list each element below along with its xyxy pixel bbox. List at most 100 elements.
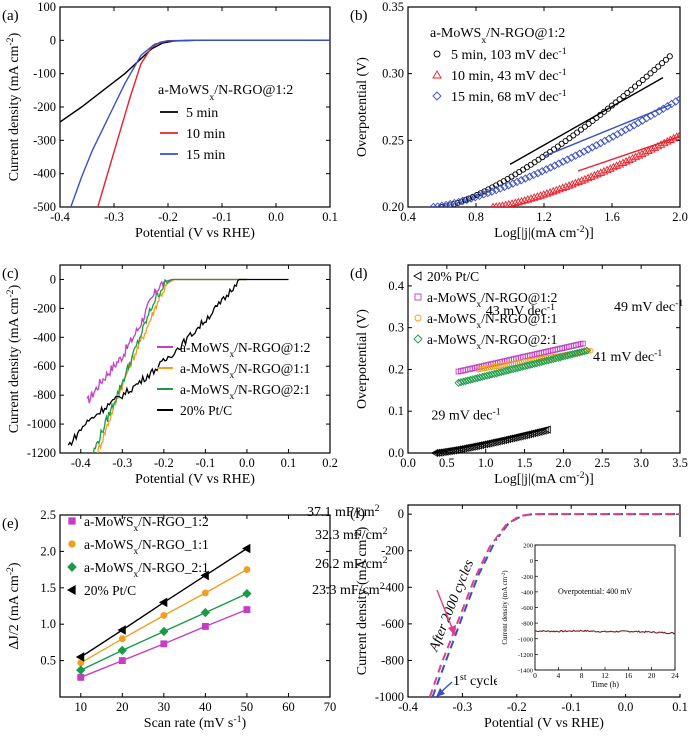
data-point — [579, 147, 589, 156]
annotation-arrow — [436, 589, 453, 629]
x-tick-label: 2.0 — [672, 210, 688, 224]
text-run: Potential (V vs RHE) — [135, 472, 255, 487]
data-point — [513, 197, 523, 206]
inset-y-tick-label: 0 — [530, 558, 533, 565]
data-point — [542, 356, 551, 365]
data-point — [563, 351, 572, 360]
data-point — [662, 56, 669, 63]
text-run: )] — [585, 226, 594, 241]
superscript: -1 — [233, 714, 241, 725]
data-point — [501, 366, 511, 375]
data-point — [516, 363, 525, 372]
data-point — [575, 149, 584, 158]
legend-entry: a-MoWSx/N-RGO_1:1 — [84, 537, 209, 557]
x-tick-label: 2.0 — [556, 456, 572, 470]
x-tick-label: 0.0 — [400, 456, 416, 470]
inset-x-tick-label: 12 — [601, 671, 609, 680]
data-point — [547, 355, 556, 364]
x-tick-label: 0.1 — [281, 456, 297, 470]
series-line — [67, 278, 289, 447]
tafel-label: 41 mV dec-1 — [593, 348, 662, 366]
legend-entry: 15 min, 68 mV dec-1 — [451, 88, 567, 106]
text-run: ) — [355, 526, 370, 531]
data-point — [429, 202, 438, 207]
data-point — [631, 152, 641, 161]
legend-entry: 5 min, 103 mV dec-1 — [451, 46, 567, 64]
y-axis-label: Overpotential (V) — [355, 57, 370, 157]
subscript: x — [477, 321, 482, 331]
y-tick-label: 0.25 — [382, 133, 404, 147]
superscript: 2 — [380, 581, 385, 592]
series-line-10-min — [97, 39, 330, 207]
inset-y-tick-label: -1200 — [518, 652, 533, 659]
panel-d-axes: 0.0 0.5 1.0 1.5 2.0 2.5 3.0 3.5 0.4 0.3 0.2 0.1 0.0 L… — [350, 264, 688, 488]
superscript: -2 — [502, 572, 507, 577]
y-tick-label: 0.4 — [388, 279, 404, 293]
data-point — [604, 105, 612, 112]
x-tick-label: 0.0 — [239, 456, 255, 470]
data-point — [552, 185, 561, 194]
inset-y-tick-label: -1400 — [518, 668, 533, 675]
data-point — [530, 359, 539, 368]
x-tick-label: 0.5 — [439, 456, 455, 470]
legend-marker — [413, 271, 422, 281]
data-point — [625, 123, 635, 132]
inset-y-tick-label: -800 — [521, 621, 533, 628]
text-run: /N-RGO@1:1 — [481, 311, 557, 326]
data-point — [511, 364, 520, 373]
superscript: -2 — [5, 37, 16, 45]
data-point — [571, 178, 580, 187]
data-point — [612, 161, 621, 169]
x-axis-label: Potential (V vs RHE) — [135, 226, 255, 241]
subscript: x — [134, 547, 139, 557]
arrowhead — [448, 625, 456, 636]
x-axis-label: Log[|j|(mA cm-2)] — [494, 470, 594, 488]
data-point — [500, 362, 506, 369]
panel-e-axes: 10 20 30 40 50 60 70 2.5 2.0 1.5 1.0 0.5 Scan rate (… — [2, 508, 336, 731]
data-point — [468, 375, 477, 384]
data-point — [542, 189, 552, 197]
x-tick-label: -0.2 — [154, 456, 174, 470]
data-point — [117, 645, 127, 656]
subscript: x — [230, 350, 235, 360]
data-point — [537, 167, 547, 176]
y-tick-label: 0.35 — [382, 0, 404, 14]
plot-frame — [59, 514, 331, 698]
text-run: a-MoWS — [427, 290, 477, 305]
capacitance-label: 32.3 mF/cm2 — [315, 526, 388, 544]
data-point — [628, 154, 637, 162]
data-point — [566, 350, 575, 359]
data-point — [512, 171, 519, 178]
data-point — [585, 120, 592, 127]
panel-f-series — [428, 513, 680, 698]
legend-marker — [432, 70, 442, 79]
data-point — [568, 350, 577, 359]
x-tick-label: -0.3 — [453, 700, 473, 714]
data-point — [566, 135, 573, 142]
superscript: -2 — [576, 470, 584, 481]
data-point — [459, 377, 468, 386]
data-point — [200, 570, 209, 581]
text-run: Potential (V vs RHE) — [135, 226, 255, 241]
data-point — [497, 368, 506, 377]
x-tick-label: 30 — [158, 700, 171, 714]
data-point — [525, 360, 534, 369]
legend-marker — [68, 517, 76, 525]
y-tick-label: -1000 — [27, 417, 56, 431]
data-point — [615, 159, 625, 168]
data-point — [537, 357, 546, 366]
y-tick-label: -800 — [33, 388, 56, 402]
data-point — [158, 597, 168, 608]
subscript: x — [477, 342, 482, 352]
superscript: -2 — [353, 531, 364, 539]
x-axis-label: Scan rate (mV s-1) — [144, 714, 247, 732]
text-run: ΔJ/2 (mA cm — [7, 575, 22, 649]
text-run: a-MoWS — [180, 382, 230, 397]
data-point — [580, 174, 590, 183]
data-point — [621, 125, 630, 135]
tafel-label: 43 mV dec-1 — [486, 302, 555, 320]
data-point — [518, 362, 527, 371]
data-point — [456, 378, 465, 387]
text-run: 41 mV dec — [593, 350, 654, 365]
data-point — [495, 363, 502, 369]
